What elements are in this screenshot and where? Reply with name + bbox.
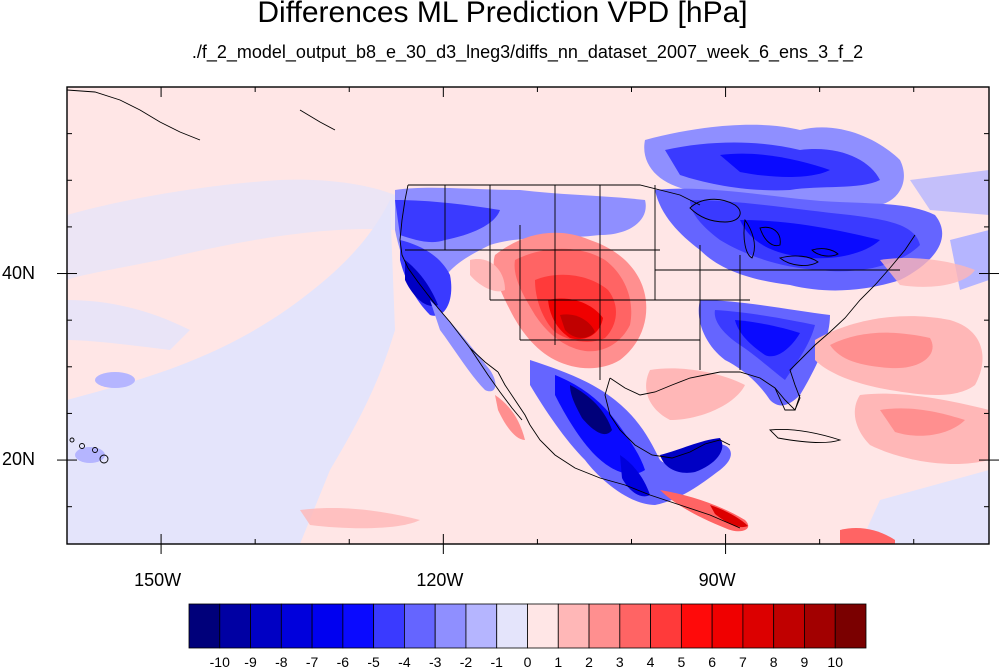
axis-ticks	[57, 86, 999, 554]
colorbar-swatch	[373, 603, 405, 649]
colorbar-level-label: -2	[459, 654, 473, 670]
colorbar-swatch	[342, 603, 375, 649]
colorbar	[188, 603, 867, 649]
colorbar-level-label: 7	[739, 654, 747, 670]
colorbar-level-label: 5	[677, 654, 686, 670]
colorbar-level-label: -6	[336, 654, 350, 670]
colorbar-level-label: -3	[428, 654, 442, 670]
colorbar-swatch	[834, 603, 867, 649]
lon-tick-label: 90W	[698, 570, 736, 590]
lon-tick-label: 120W	[416, 570, 464, 590]
colorbar-swatch	[680, 603, 713, 649]
colorbar-swatch	[188, 603, 221, 649]
colorbar-level-label: -7	[305, 654, 319, 670]
colorbar-level-label: 0	[523, 654, 532, 670]
colorbar-swatch	[496, 603, 528, 649]
map-field	[67, 87, 989, 544]
colorbar-level-label: 2	[585, 654, 593, 670]
colorbar-level-label: -10	[209, 654, 230, 670]
colorbar-swatch	[527, 603, 559, 649]
colorbar-level-label: 4	[646, 654, 655, 670]
colorbar-level-label: 9	[800, 654, 809, 670]
colorbar-level-label: 6	[708, 654, 717, 670]
colorbar-swatch	[434, 603, 467, 649]
colorbar-level-label: 1	[554, 654, 563, 670]
colorbar-swatch	[711, 603, 744, 649]
colorbar-level-label: 3	[615, 654, 624, 670]
colorbar-level-label: -4	[398, 654, 411, 670]
colorbar-swatch	[280, 603, 313, 649]
colorbar-swatch	[619, 603, 651, 649]
colorbar-swatch	[404, 603, 436, 649]
colorbar-swatch	[311, 603, 344, 649]
colorbar-swatch	[465, 603, 498, 649]
colorbar-level-label: -1	[490, 654, 503, 670]
colorbar-level-label: 10	[827, 654, 844, 670]
colorbar-level-label: -9	[244, 654, 257, 670]
lon-tick-label: 150W	[134, 570, 182, 590]
map-subtitle: ./f_2_model_output_b8_e_30_d3_lneg3/diff…	[191, 42, 864, 62]
colorbar-swatch	[804, 603, 836, 649]
colorbar-swatch	[773, 603, 805, 649]
colorbar-swatch	[650, 603, 682, 649]
page-title: Differences ML Prediction VPD [hPa]	[257, 0, 748, 29]
map-frame	[66, 86, 990, 545]
colorbar-level-label: 8	[769, 654, 778, 670]
lat-tick-label: 20N	[2, 449, 36, 470]
colorbar-swatch	[219, 603, 251, 649]
colorbar-swatch	[250, 603, 282, 649]
colorbar-level-label: -5	[367, 654, 380, 670]
colorbar-level-label: -8	[275, 654, 288, 670]
lat-tick-label: 40N	[2, 262, 36, 283]
colorbar-swatch	[588, 603, 621, 649]
colorbar-swatch	[557, 603, 590, 649]
colorbar-swatch	[742, 603, 775, 649]
